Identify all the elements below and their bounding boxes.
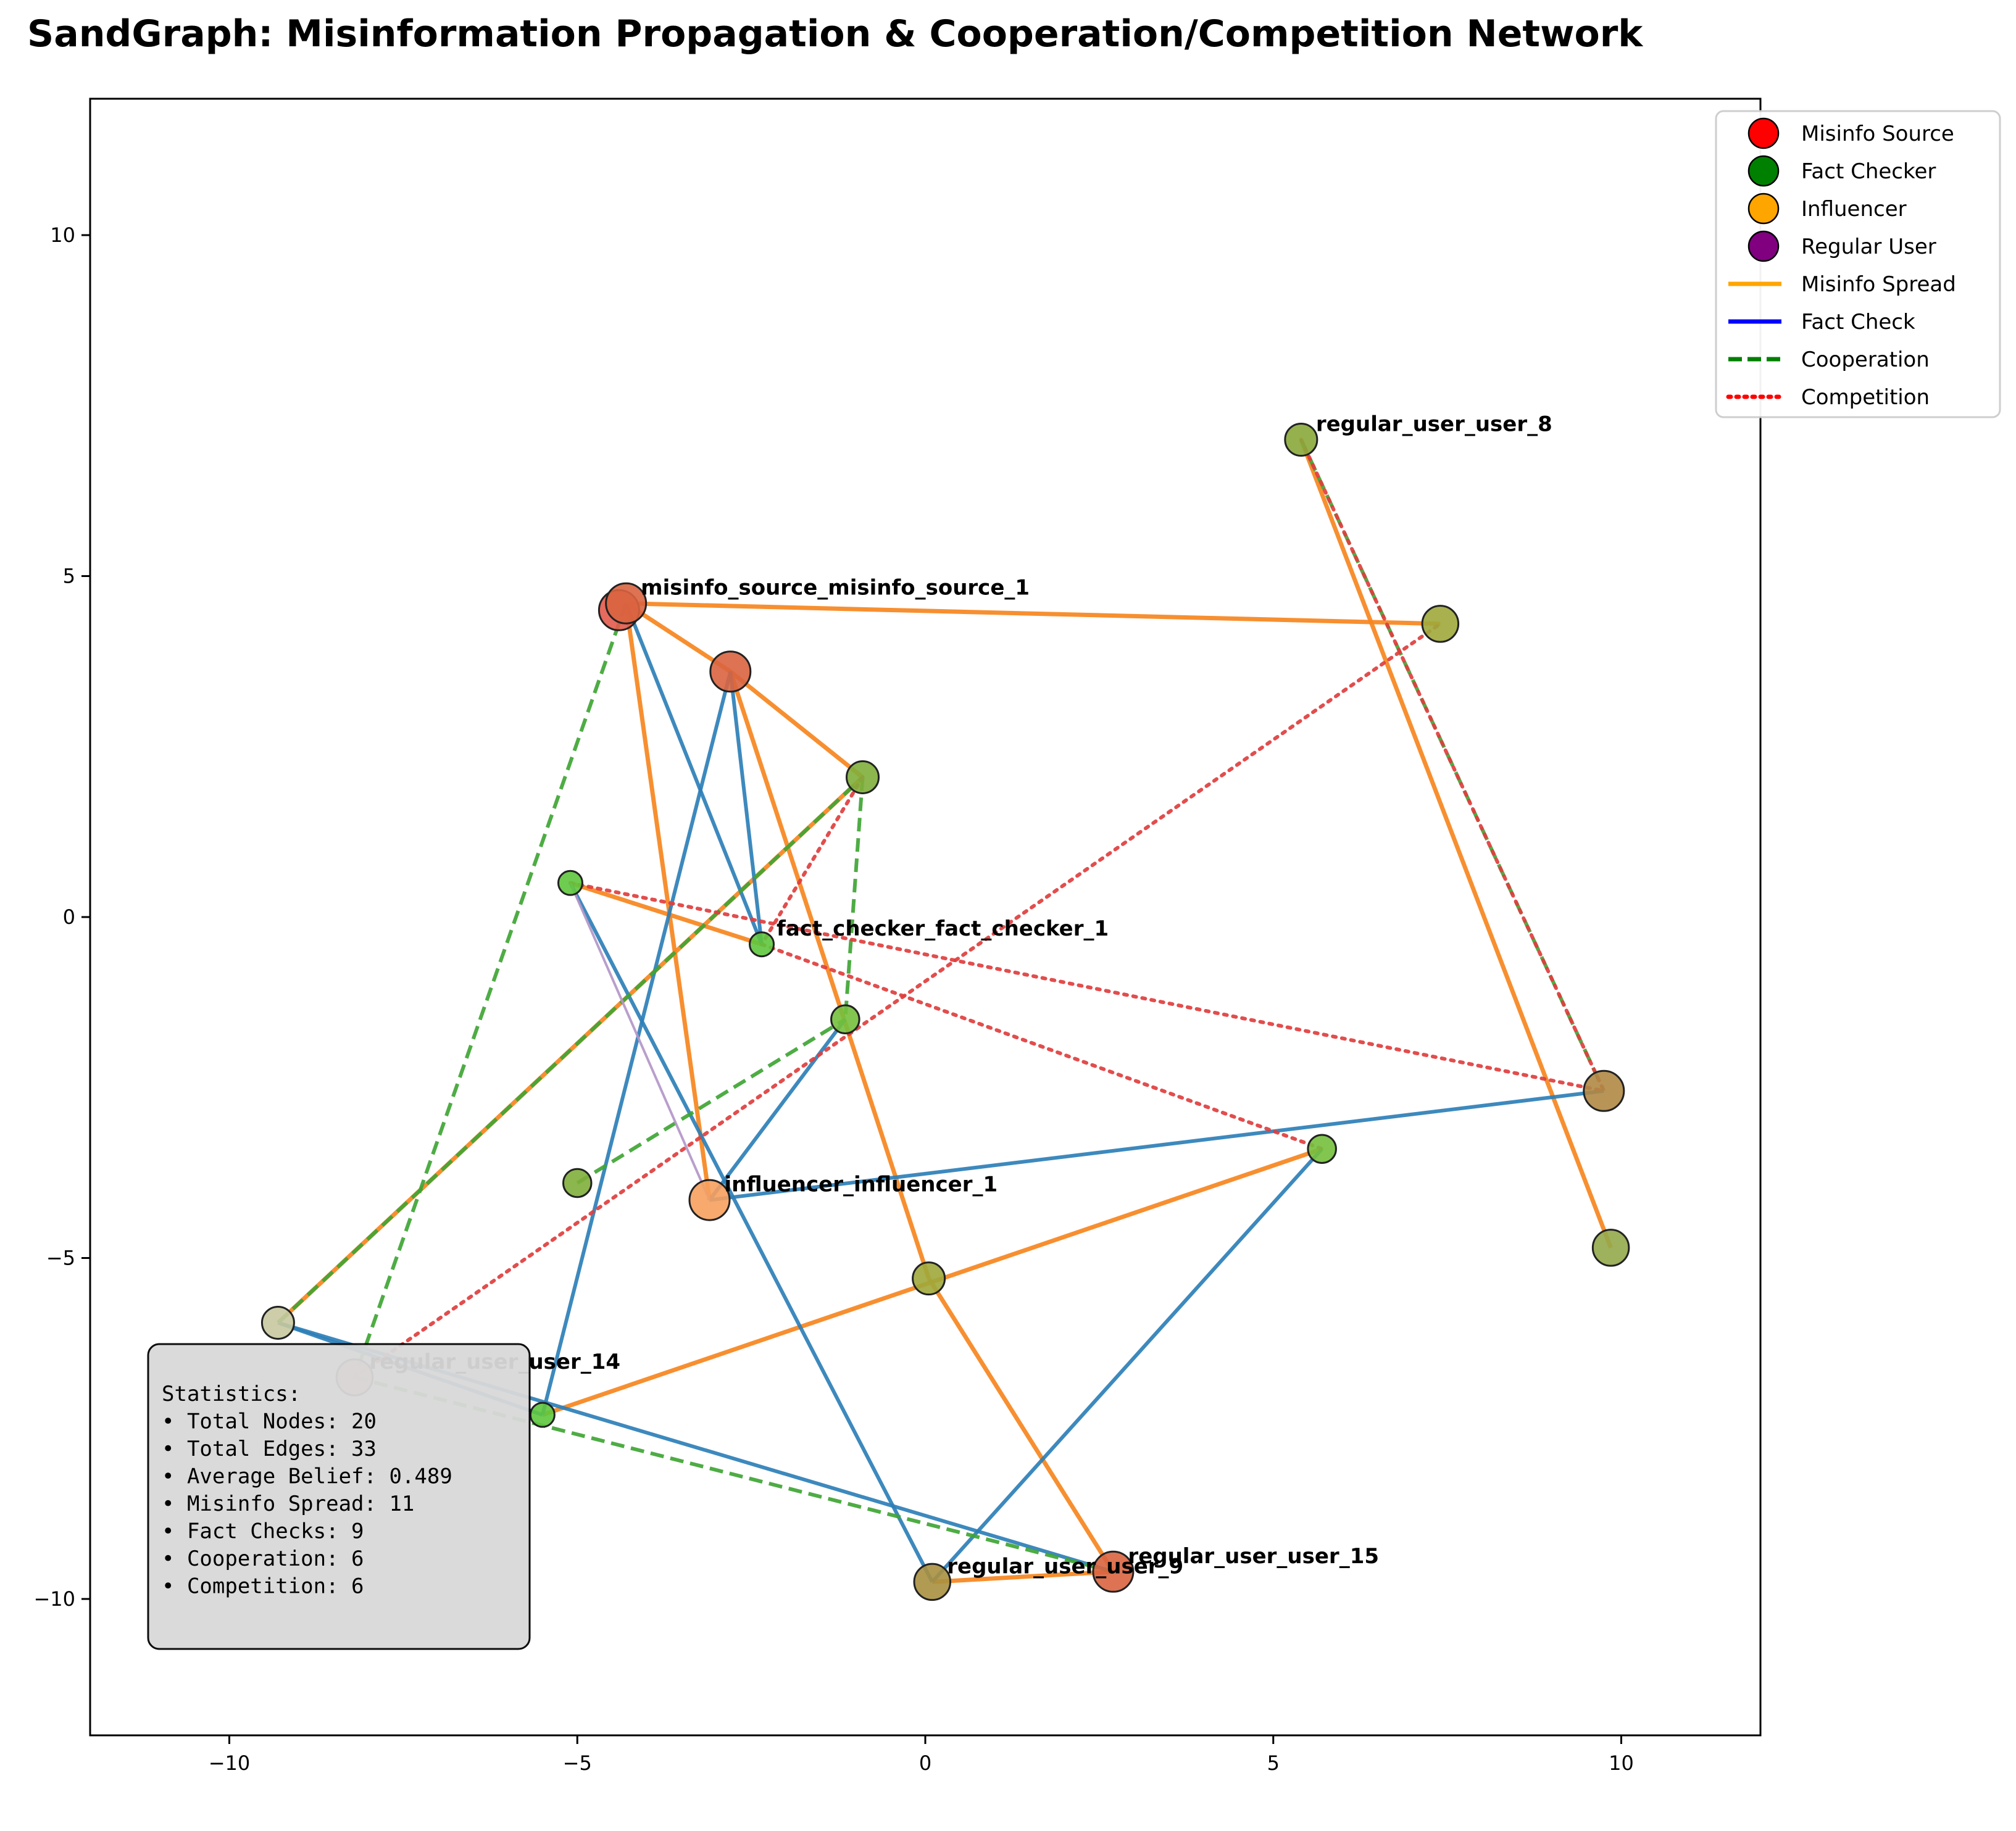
statistics-line: • Total Nodes: 20 — [162, 1410, 377, 1434]
y-tick-label: −10 — [33, 1587, 75, 1611]
statistics-line: • Average Belief: 0.489 — [162, 1464, 452, 1489]
edge-factcheck — [540, 671, 733, 1416]
statistics-line: • Fact Checks: 9 — [162, 1519, 364, 1544]
node — [562, 1168, 593, 1198]
node — [1307, 1134, 1337, 1164]
edge-factcheck — [708, 1018, 847, 1202]
axis-ticks: −10 −5 0 5 10 −10 −5 0 5 10 — [33, 223, 1633, 1775]
edge-cooperation — [843, 777, 865, 1019]
legend-marker — [1747, 193, 1780, 225]
node — [830, 1004, 860, 1034]
node — [912, 1261, 946, 1296]
y-tick-label: −5 — [46, 1247, 75, 1270]
legend-label: Competition — [1801, 385, 1930, 410]
chart-title: SandGraph: Misinformation Propagation & … — [27, 12, 1643, 56]
edge-misinfo — [623, 603, 712, 1201]
x-tick-label: 5 — [1267, 1751, 1280, 1775]
edge-cooperation — [277, 776, 864, 1324]
edge-cooperation — [352, 602, 628, 1378]
node-label: regular_user_user_15 — [1128, 1544, 1379, 1569]
node — [846, 760, 880, 794]
x-tick-label: 10 — [1609, 1751, 1634, 1775]
y-tick-label: 10 — [50, 223, 75, 247]
node — [1092, 1550, 1135, 1593]
y-tick-label: 5 — [63, 565, 75, 588]
legend-label: Cooperation — [1801, 347, 1930, 372]
statistics-line: Statistics: — [162, 1382, 301, 1406]
node — [749, 931, 775, 958]
edge-misinfo — [927, 1277, 1115, 1573]
statistics-box: Statistics: • Total Nodes: 20 • Total Edge… — [147, 1343, 531, 1650]
edge-factcheck — [931, 1147, 1323, 1584]
edge-competition — [1299, 438, 1606, 1093]
node-label: regular_user_user_9 — [947, 1554, 1183, 1579]
statistics-panel — [147, 1343, 531, 1650]
legend-label: Fact Checker — [1801, 159, 1936, 184]
edge-factcheck — [728, 671, 764, 945]
edge-misinfo — [1299, 439, 1613, 1249]
statistics-line: • Competition: 6 — [162, 1574, 364, 1599]
node — [1421, 605, 1460, 643]
node — [260, 1305, 295, 1340]
legend-marker — [1747, 155, 1780, 187]
node-label: influencer_influencer_1 — [724, 1173, 998, 1197]
edge-cooperation — [1299, 439, 1606, 1092]
edge-competition — [568, 881, 1606, 1093]
edge-other — [569, 882, 711, 1201]
legend: Misinfo Source Fact Checker Influencer Regu… — [1715, 110, 2001, 418]
edge-competition — [352, 621, 1443, 1379]
node-label: fact_checker_fact_checker_1 — [777, 916, 1109, 941]
node — [557, 870, 583, 896]
legend-label: Fact Check — [1801, 310, 1915, 334]
legend-marker — [1747, 230, 1780, 262]
x-tick-label: 0 — [919, 1751, 931, 1775]
y-tick-label: 0 — [63, 905, 75, 929]
edge-misinfo — [729, 670, 864, 779]
legend-box — [1715, 110, 2001, 418]
statistics-line: • Cooperation: 6 — [162, 1547, 364, 1571]
statistics-line: • Misinfo Spread: 11 — [162, 1492, 414, 1516]
edge-competition — [760, 775, 865, 947]
node — [605, 582, 648, 625]
node — [1583, 1069, 1625, 1112]
node — [529, 1401, 556, 1428]
statistics-line: • Total Edges: 33 — [162, 1437, 377, 1461]
legend-label: Misinfo Spread — [1801, 272, 1956, 297]
x-tick-label: −5 — [563, 1751, 592, 1775]
legend-label: Misinfo Source — [1801, 122, 1954, 146]
node-label: misinfo_source_misinfo_source_1 — [641, 576, 1030, 600]
edge-misinfo — [626, 601, 1441, 626]
legend-label: Regular User — [1801, 235, 1936, 259]
node — [1591, 1229, 1630, 1267]
legend-label: Influencer — [1801, 197, 1907, 222]
edge-factcheck — [709, 1089, 1604, 1202]
x-tick-label: −10 — [209, 1751, 251, 1775]
node-label: regular_user_user_8 — [1316, 412, 1552, 437]
node — [688, 1179, 731, 1221]
legend-marker — [1747, 117, 1780, 149]
node — [913, 1563, 952, 1601]
node — [709, 650, 752, 693]
edge-misinfo — [932, 1569, 1114, 1584]
edge-factcheck — [624, 602, 764, 945]
edge-factcheck — [569, 882, 934, 1583]
node — [1284, 423, 1318, 457]
edge-cooperation — [576, 1018, 846, 1185]
nodes-layer — [260, 423, 1630, 1601]
edge-competition — [760, 942, 1324, 1151]
edge-misinfo — [569, 881, 763, 947]
